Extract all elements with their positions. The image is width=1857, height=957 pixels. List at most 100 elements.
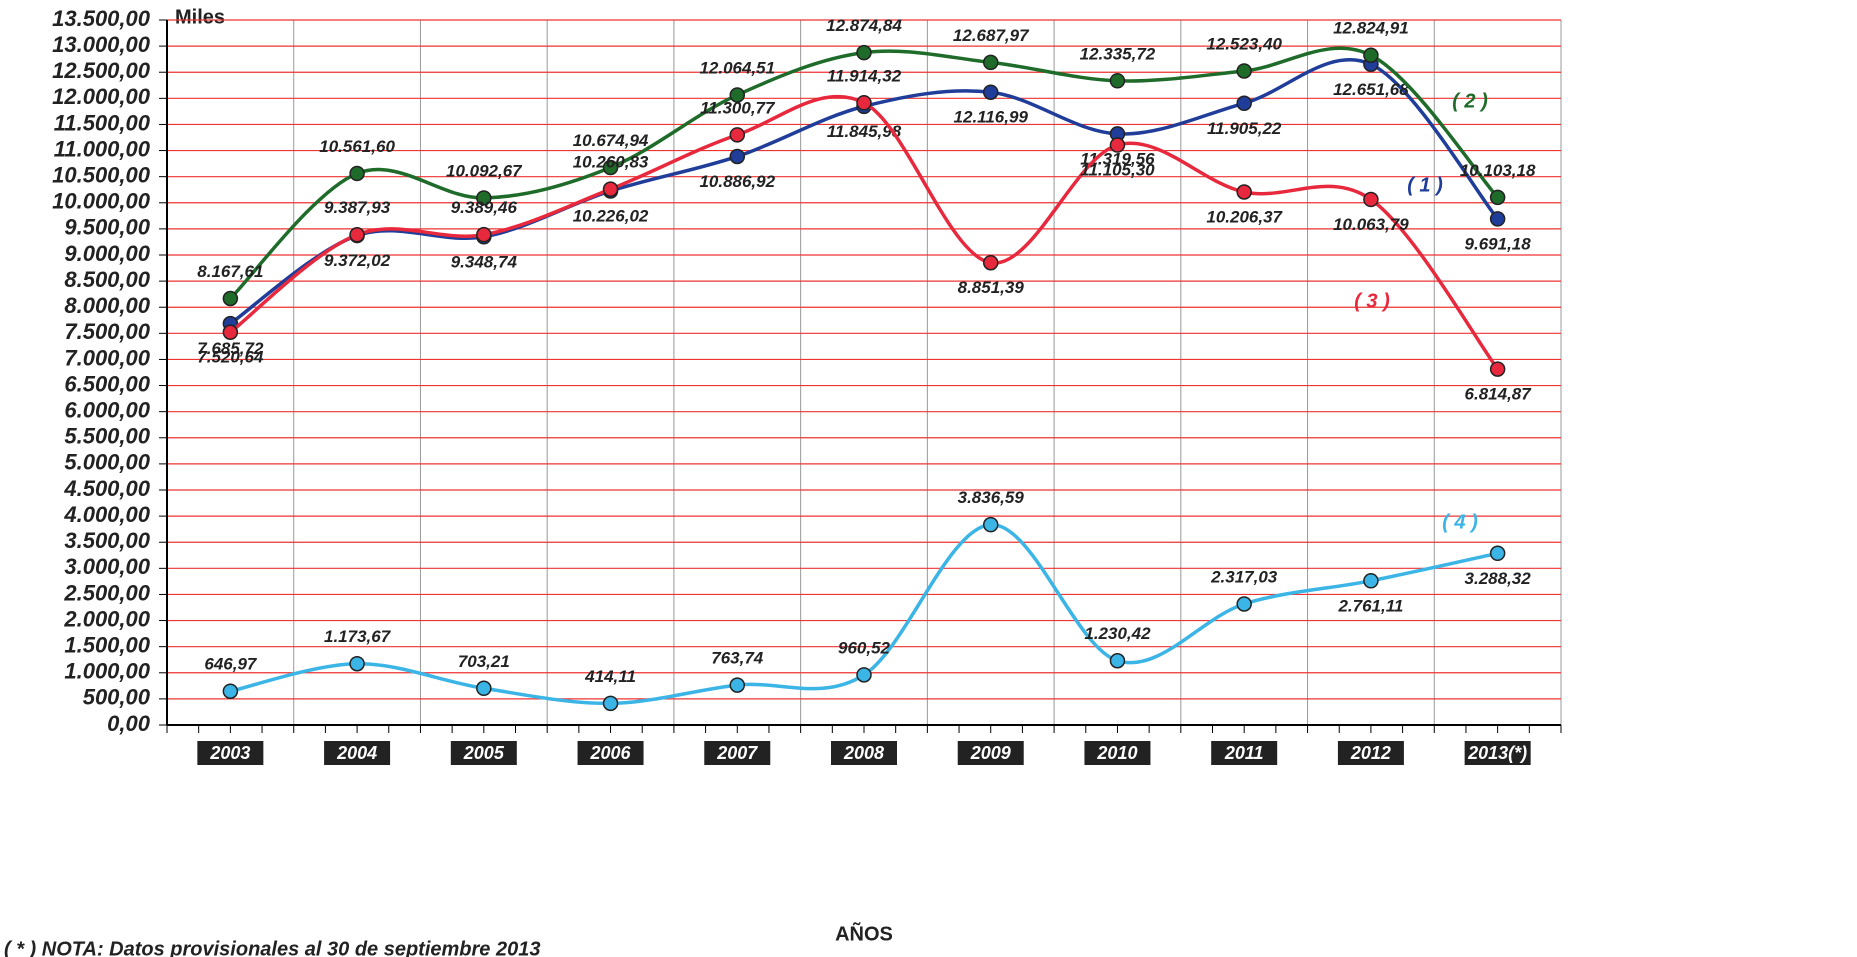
value-label: 11.914,32 <box>827 66 902 85</box>
value-label: 9.389,46 <box>451 198 518 217</box>
value-label: 10.206,37 <box>1206 207 1283 226</box>
y-tick-label: 8.500,00 <box>64 267 150 292</box>
y-tick-label: 12.000,00 <box>52 84 151 109</box>
y-tick-label: 500,00 <box>83 685 151 710</box>
x-label-box <box>1211 741 1278 765</box>
y-tick-label: 12.500,00 <box>52 58 151 83</box>
value-label: 3.836,59 <box>958 488 1025 507</box>
x-tick-label: 2012 <box>1350 743 1391 763</box>
value-label: 6.814,87 <box>1465 385 1533 404</box>
value-label: 12.116,99 <box>954 108 1029 127</box>
value-label: 12.064,51 <box>699 58 775 77</box>
y-unit: Miles <box>175 6 225 28</box>
value-label: 7.685,72 <box>197 339 264 358</box>
point <box>1489 545 1506 562</box>
value-label: 10.561,60 <box>319 137 395 156</box>
y-tick-label: 1.000,00 <box>64 659 150 684</box>
y-tick-label: 8.000,00 <box>64 293 150 318</box>
x-label-box <box>1464 741 1531 765</box>
point <box>1489 361 1506 377</box>
x-tick-label: 2005 <box>463 743 505 763</box>
value-label: 414,11 <box>584 667 636 686</box>
point <box>982 54 999 71</box>
series-line <box>229 94 1500 371</box>
x-tick-label: 2011 <box>1224 743 1264 763</box>
x-tick-label: 2010 <box>1096 743 1137 763</box>
point <box>729 148 746 165</box>
value-label: 10.886,92 <box>699 172 775 191</box>
point <box>1363 573 1379 589</box>
value-label: 7.520,64 <box>197 348 264 367</box>
point <box>222 290 239 307</box>
y-tick-label: 6.000,00 <box>64 397 150 422</box>
value-label: 8.851,39 <box>958 278 1025 297</box>
series-name: ( 4 ) <box>1442 511 1478 533</box>
point <box>856 667 872 683</box>
value-label: 703,21 <box>458 652 510 671</box>
point <box>222 324 239 341</box>
value-label: 10.260,83 <box>573 153 649 172</box>
y-tick-label: 10.500,00 <box>52 162 151 187</box>
value-label: 960,52 <box>838 638 891 657</box>
y-tick-label: 3.500,00 <box>64 528 150 553</box>
value-label: 12.824,91 <box>1333 19 1409 38</box>
y-tick-label: 0,00 <box>107 711 151 736</box>
value-label: 12.874,84 <box>826 16 902 35</box>
value-label: 10.226,02 <box>573 206 649 225</box>
point <box>602 695 619 712</box>
point <box>1236 184 1252 200</box>
point <box>1489 211 1506 227</box>
point <box>476 226 492 243</box>
y-tick-label: 5.500,00 <box>64 424 150 449</box>
point <box>982 516 999 533</box>
value-label: 12.335,72 <box>1080 44 1156 63</box>
point <box>856 44 872 61</box>
point <box>1236 95 1252 112</box>
value-label: 9.691,18 <box>1465 234 1532 253</box>
x-axis-title: AÑOS <box>835 922 893 945</box>
point <box>222 683 239 699</box>
x-tick-label: 2007 <box>716 743 758 763</box>
value-label: 1.173,67 <box>324 627 392 646</box>
point <box>982 84 999 100</box>
y-tick-label: 13.500,00 <box>52 6 151 31</box>
point <box>476 680 492 697</box>
series-line <box>229 522 1499 706</box>
x-label-box <box>1084 741 1151 765</box>
value-label: 12.687,97 <box>953 26 1030 45</box>
x-label-box <box>957 741 1024 765</box>
value-label: 763,74 <box>711 649 764 668</box>
y-tick-label: 13.000,00 <box>52 32 151 57</box>
value-label: 3.288,32 <box>1465 569 1532 588</box>
point <box>729 677 746 693</box>
series-name: ( 1 ) <box>1407 174 1443 196</box>
x-label-box <box>197 741 264 765</box>
y-tick-label: 11.500,00 <box>54 110 151 135</box>
value-label: 10.063,79 <box>1333 215 1409 234</box>
value-label: 11.905,22 <box>1207 119 1282 138</box>
y-tick-label: 2.000,00 <box>63 606 150 631</box>
x-tick-label: 2006 <box>590 743 632 763</box>
y-tick-label: 10.000,00 <box>52 189 151 214</box>
point <box>602 159 619 176</box>
value-label: 9.387,93 <box>324 198 391 217</box>
point <box>602 181 619 197</box>
y-tick-label: 9.500,00 <box>64 215 150 240</box>
series-name: ( 2 ) <box>1452 90 1488 112</box>
value-label: 10.674,94 <box>573 131 649 150</box>
x-label-box <box>704 741 771 765</box>
point <box>982 255 999 271</box>
point <box>1109 652 1126 669</box>
y-tick-label: 4.500,00 <box>63 476 150 501</box>
value-label: 12.651,68 <box>1333 80 1409 99</box>
y-tick-label: 6.500,00 <box>64 371 150 396</box>
point <box>349 226 365 243</box>
point <box>729 127 746 143</box>
x-label-box <box>831 741 897 765</box>
value-label: 1.230,42 <box>1084 624 1151 643</box>
x-tick-label: 2004 <box>336 743 377 763</box>
y-tick-label: 1.500,00 <box>64 632 150 657</box>
point <box>1109 137 1126 153</box>
point <box>1236 63 1252 79</box>
value-label: 9.348,74 <box>451 252 518 271</box>
